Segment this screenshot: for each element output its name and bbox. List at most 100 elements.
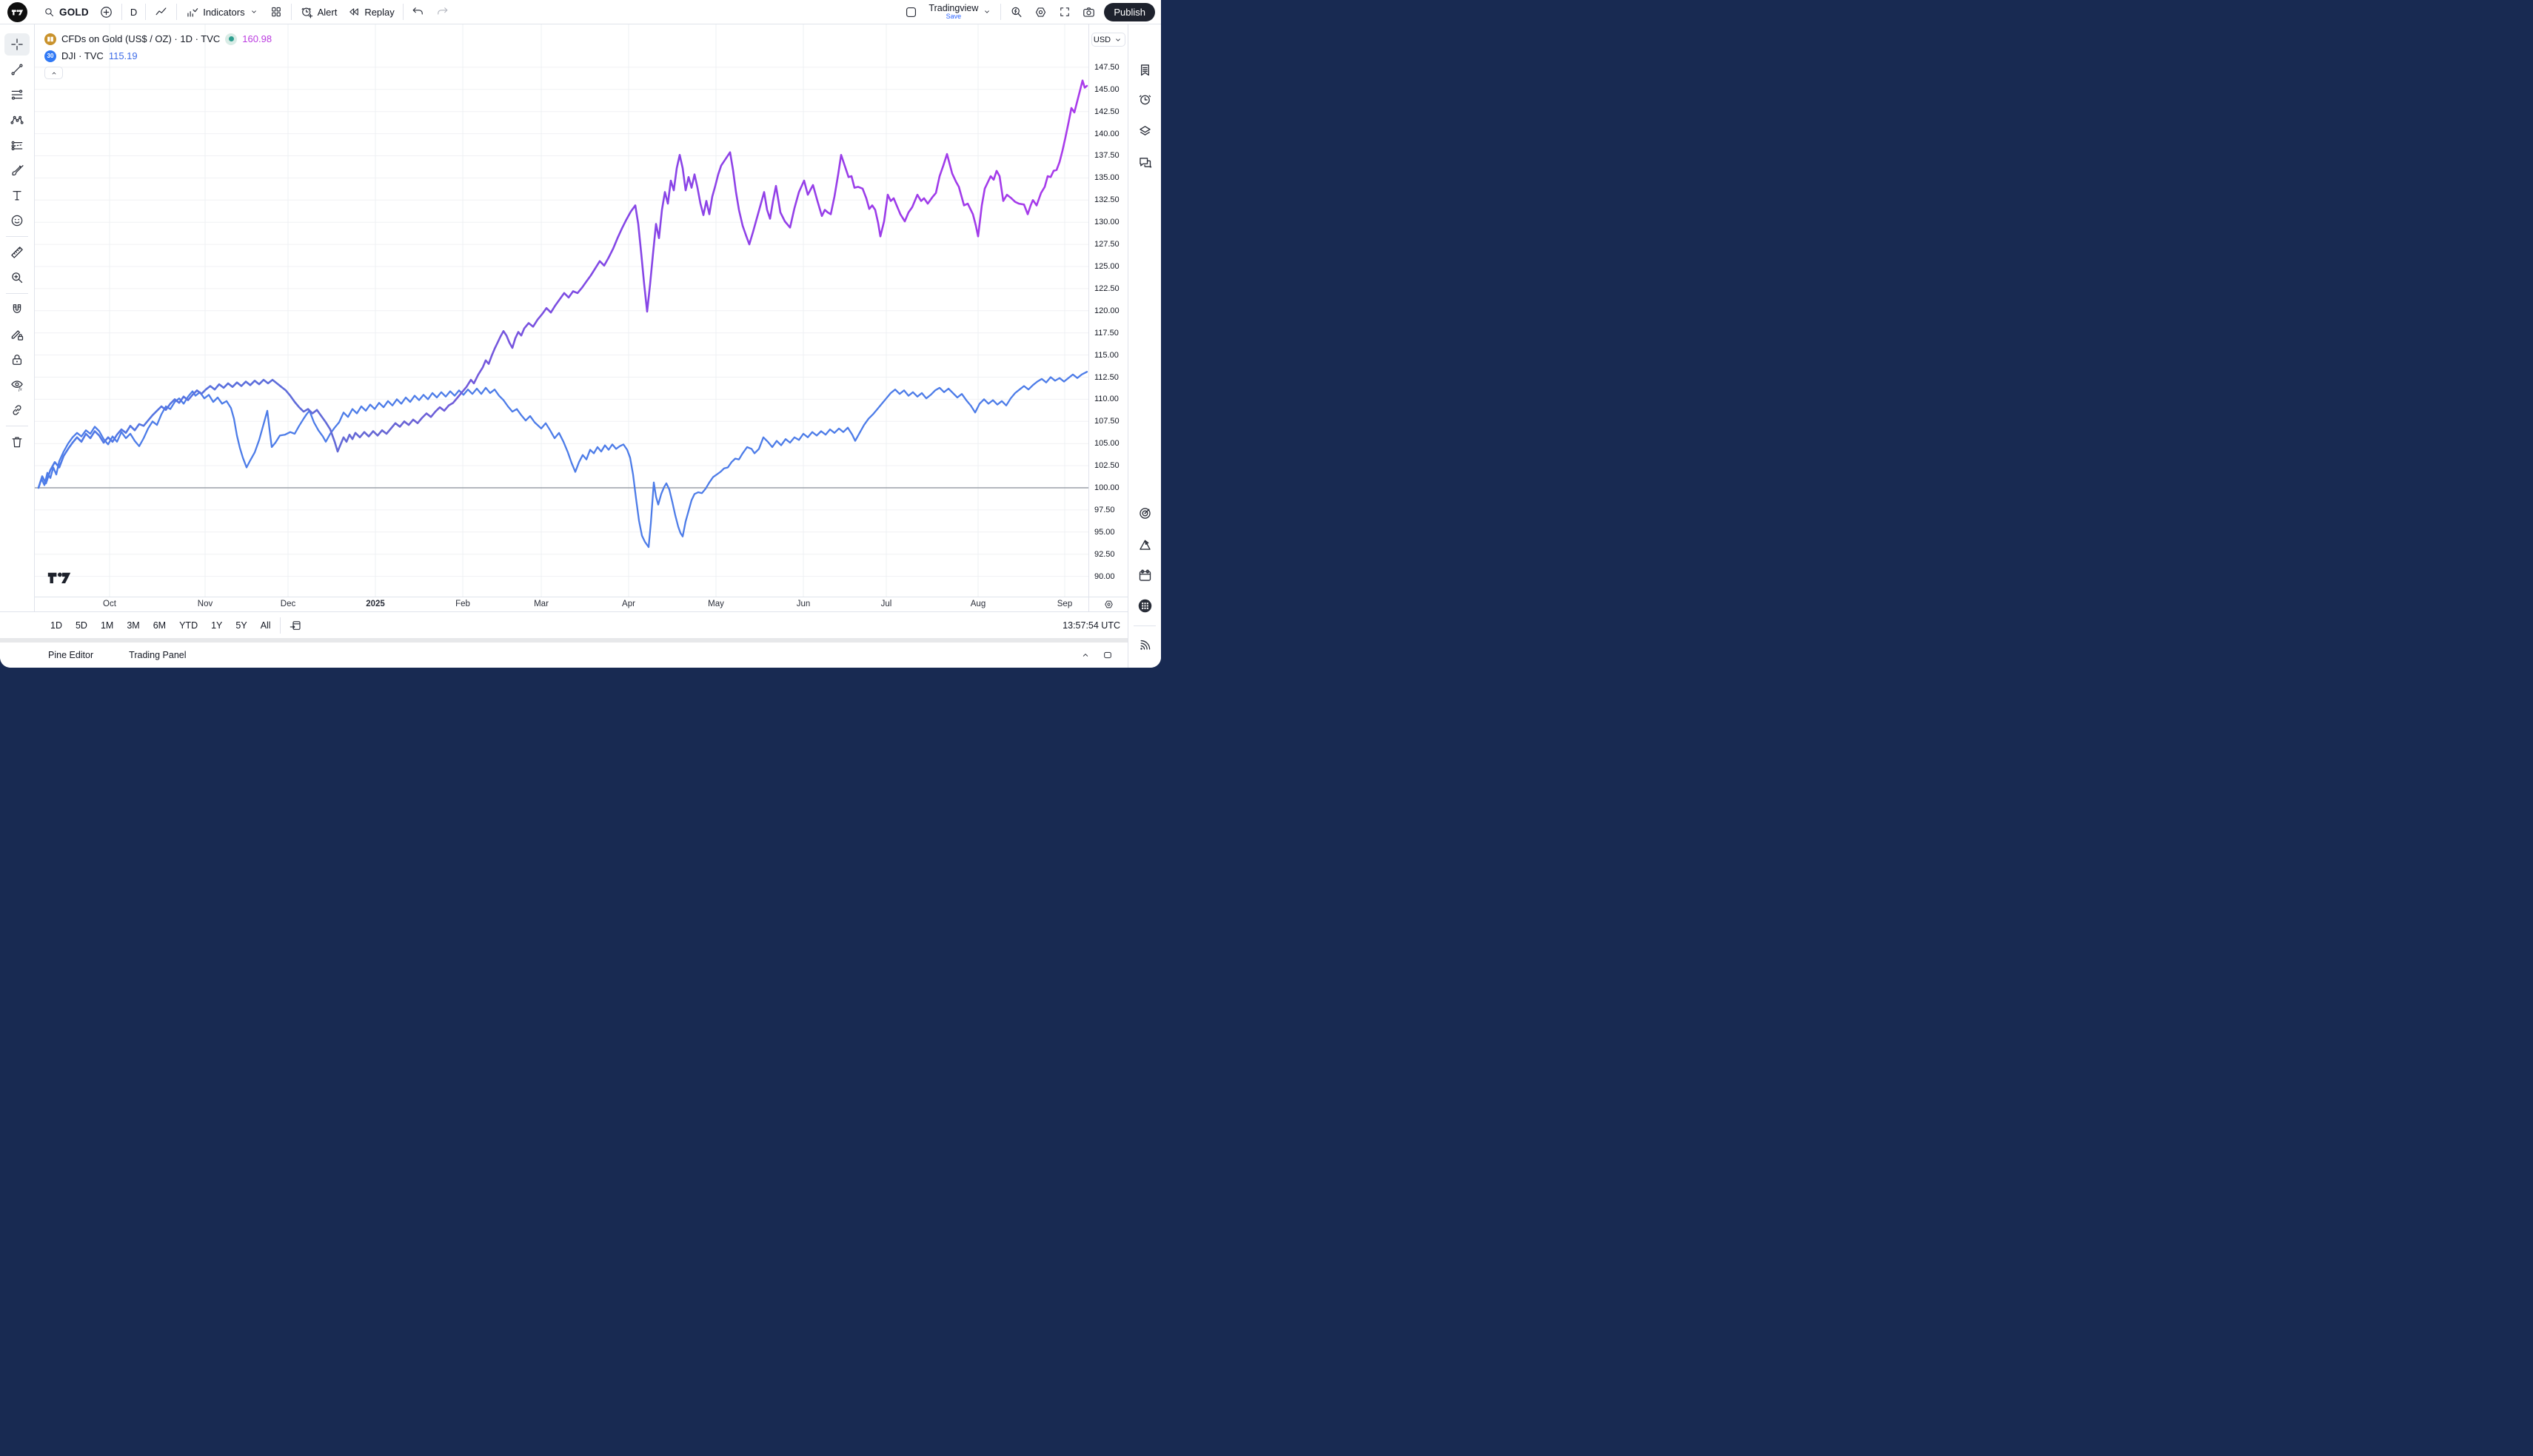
divider: [1000, 4, 1002, 20]
range-ytd-button[interactable]: YTD: [179, 620, 198, 631]
panel-maximize-button[interactable]: [1097, 645, 1119, 665]
range-1y-button[interactable]: 1Y: [211, 620, 223, 631]
indicators-button[interactable]: Indicators: [180, 1, 264, 22]
quick-search-button[interactable]: [1004, 1, 1028, 22]
fib-retracement-tool[interactable]: [4, 84, 30, 106]
compare-add-button[interactable]: [94, 1, 118, 22]
divider: [290, 4, 292, 20]
text-tool[interactable]: [4, 184, 30, 207]
xabcd-pattern-tool[interactable]: [4, 109, 30, 131]
bottom-panel: Pine Editor Trading Panel: [0, 643, 1128, 668]
legend-collapse-button[interactable]: [44, 67, 63, 79]
layout-name-button[interactable]: Tradingview Save: [923, 1, 997, 22]
replay-button[interactable]: Replay: [342, 1, 399, 22]
go-to-date-button[interactable]: [284, 615, 307, 636]
range-1d-button[interactable]: 1D: [50, 620, 62, 631]
forecast-tool[interactable]: [4, 134, 30, 156]
time-tick: 2025: [366, 600, 385, 608]
ruler-tool[interactable]: [4, 241, 30, 264]
top-movers-button[interactable]: [1133, 532, 1157, 556]
watchlist-icon: [1137, 62, 1153, 78]
search-icon: [43, 6, 56, 19]
top-movers-icon: [1137, 537, 1153, 552]
divider: [402, 4, 404, 20]
magnet-tool[interactable]: [4, 298, 30, 321]
brush-tool[interactable]: [4, 159, 30, 181]
apps-button[interactable]: [1133, 594, 1157, 617]
zoom-in-tool[interactable]: [4, 266, 30, 289]
publish-button[interactable]: Publish: [1104, 2, 1155, 21]
time-tick: Jun: [796, 600, 811, 608]
currency-selector[interactable]: USD: [1091, 33, 1125, 47]
range-5y-button[interactable]: 5Y: [235, 620, 247, 631]
divider: [279, 617, 281, 634]
time-tick: Apr: [622, 600, 635, 608]
chat-button[interactable]: [1133, 150, 1157, 174]
time-tick: May: [708, 600, 724, 608]
market-status-icon[interactable]: [225, 33, 238, 45]
legend-row-gold[interactable]: ▮▮ CFDs on Gold (US$ / OZ) · 1D · TVC 16…: [44, 33, 272, 45]
lock-drawings-tool[interactable]: [4, 349, 30, 371]
time-tick: Feb: [455, 600, 470, 608]
tab-pine-editor[interactable]: Pine Editor: [48, 650, 94, 660]
interval-button[interactable]: D: [125, 1, 142, 22]
watchlist-button[interactable]: [1133, 58, 1157, 81]
alert-button[interactable]: Alert: [295, 1, 343, 22]
tradingview-logo[interactable]: [7, 1, 27, 22]
panel-separator[interactable]: [0, 638, 1128, 643]
trend-line-tool[interactable]: [4, 58, 30, 81]
layout-select-button[interactable]: [899, 1, 923, 22]
calendar-icon: [1137, 568, 1153, 583]
data-feeds-button[interactable]: [1133, 633, 1157, 657]
axis-settings-button[interactable]: [1088, 597, 1128, 611]
tab-trading-panel[interactable]: Trading Panel: [129, 650, 187, 660]
price-tick: 97.50: [1094, 506, 1115, 514]
calendar-button[interactable]: [1133, 563, 1157, 587]
gold-series-value: 160.98: [242, 33, 272, 44]
snapshot-button[interactable]: [1077, 1, 1101, 22]
chevron-down-icon: [982, 7, 992, 17]
settings-button[interactable]: [1028, 1, 1053, 22]
undo-button[interactable]: [406, 1, 430, 22]
fullscreen-button[interactable]: [1053, 1, 1077, 22]
lightning-search-icon: [1009, 5, 1023, 19]
undo-icon: [412, 5, 425, 19]
time-axis[interactable]: Oct Nov Dec 2025 Feb Mar Apr May Jun Jul Aug Sep: [35, 597, 1088, 611]
range-3m-button[interactable]: 3M: [127, 620, 140, 631]
symbol-search-button[interactable]: GOLD: [38, 1, 94, 22]
range-1m-button[interactable]: 1M: [100, 620, 114, 631]
stay-drawing-tool[interactable]: [4, 323, 30, 346]
plus-circle-icon: [99, 5, 113, 19]
price-tick: 115.00: [1094, 351, 1119, 360]
range-buttons: 1D 5D 1M 3M 6M YTD 1Y 5Y All: [44, 617, 277, 634]
save-label[interactable]: Save: [946, 13, 962, 21]
crosshair-tool[interactable]: [4, 33, 30, 56]
sync-drawings-tool[interactable]: [4, 399, 30, 421]
time-tick: Jul: [880, 600, 892, 608]
range-all-button[interactable]: All: [260, 620, 271, 631]
chart-pane[interactable]: [35, 24, 1088, 597]
alerts-button[interactable]: [1133, 87, 1157, 111]
range-6m-button[interactable]: 6M: [153, 620, 167, 631]
clock-utc[interactable]: 13:57:54 UTC: [1063, 620, 1120, 631]
emoji-tool[interactable]: [4, 209, 30, 232]
divider: [145, 4, 147, 20]
price-tick: 102.50: [1094, 461, 1120, 470]
screener-button[interactable]: [1133, 501, 1157, 525]
object-tree-button[interactable]: [1133, 118, 1157, 142]
range-5d-button[interactable]: 5D: [75, 620, 87, 631]
legend-row-dji[interactable]: 30 DJI · TVC 115.19: [44, 50, 272, 62]
price-tick: 137.50: [1094, 151, 1120, 160]
hide-drawings-tool[interactable]: fx: [4, 374, 30, 396]
remove-drawings-tool[interactable]: [4, 431, 30, 453]
panel-expand-button[interactable]: [1074, 645, 1097, 665]
replay-label: Replay: [364, 6, 395, 18]
redo-button[interactable]: [430, 1, 454, 22]
layout-grid-button[interactable]: [264, 1, 288, 22]
help-button[interactable]: [1133, 661, 1157, 668]
price-axis[interactable]: USD 147.50 145.00 142.50 140.00 137.50 135.00…: [1088, 24, 1128, 597]
chart-type-button[interactable]: [149, 1, 173, 22]
price-tick: 120.00: [1094, 306, 1120, 315]
price-tick: 147.50: [1094, 63, 1120, 72]
drawing-toolbar: fx: [0, 24, 35, 611]
